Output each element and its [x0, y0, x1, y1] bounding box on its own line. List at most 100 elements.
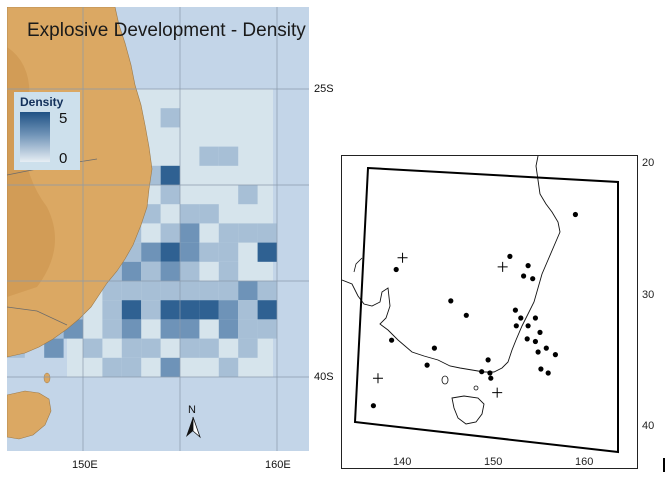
cyclone-point	[518, 315, 524, 321]
density-map-canvas: N	[7, 7, 309, 451]
density-cell	[180, 338, 200, 358]
density-cell	[199, 281, 219, 301]
density-cell	[141, 261, 161, 281]
cyclone-point	[512, 307, 518, 313]
density-cell	[238, 281, 258, 301]
cyclone-point	[479, 369, 485, 375]
cross-markers	[372, 252, 508, 398]
density-cell	[180, 204, 200, 224]
cyclone-point	[393, 266, 399, 273]
density-cell	[121, 338, 142, 358]
density-cell	[257, 300, 277, 320]
density-cell	[180, 261, 200, 281]
cyclone-point	[431, 345, 437, 351]
density-cell	[160, 357, 180, 377]
density-cell	[199, 300, 219, 320]
lat-label-30: 30	[642, 289, 655, 301]
density-cell	[121, 300, 142, 320]
density-cell	[238, 300, 258, 320]
density-cell	[160, 108, 180, 128]
cyclone-point	[552, 352, 558, 358]
map-title: Explosive Development - Density	[27, 20, 306, 41]
density-cell	[180, 300, 200, 320]
lat-label-40s: 40S	[314, 371, 334, 383]
density-cell	[218, 281, 239, 301]
lon-label-150e: 150E	[72, 459, 98, 471]
island	[441, 375, 449, 385]
lat-label-40: 40	[642, 420, 655, 432]
cross-marker	[372, 373, 383, 384]
cyclone-point	[537, 329, 543, 335]
tasmania-land	[7, 390, 52, 440]
cyclone-point	[525, 263, 531, 269]
density-cell	[102, 319, 122, 339]
density-legend: Density 5 0	[14, 92, 80, 170]
lon-label-140: 140	[393, 456, 412, 468]
density-cell	[199, 204, 219, 224]
cyclone-point	[530, 276, 536, 282]
lon-label-160: 160	[575, 456, 594, 468]
density-cell	[218, 261, 239, 281]
density-cell	[218, 300, 239, 320]
density-cell	[199, 338, 219, 358]
density-cell	[238, 319, 258, 339]
density-cell	[121, 357, 142, 377]
cyclone-point	[538, 366, 544, 372]
density-cell	[218, 319, 239, 339]
density-cell	[160, 319, 180, 339]
density-cell	[83, 338, 103, 358]
lon-label-150: 150	[484, 456, 503, 468]
density-map-panel: N Explosive Development - Density Densit…	[7, 7, 309, 451]
density-cell	[160, 185, 180, 205]
cyclone-point	[370, 403, 376, 409]
density-cell	[160, 223, 180, 243]
density-cell	[218, 223, 239, 243]
density-cell	[180, 242, 200, 262]
density-cell	[102, 300, 122, 320]
edge-mark	[663, 458, 665, 472]
density-cell	[199, 146, 219, 166]
density-cell	[257, 281, 277, 301]
cyclone-point	[535, 349, 541, 355]
legend-title: Density	[20, 95, 64, 109]
cross-marker	[397, 252, 408, 263]
cyclone-point	[543, 345, 549, 351]
density-cell	[218, 146, 239, 166]
density-cell	[199, 242, 219, 262]
cyclone-point	[448, 298, 454, 304]
north-arrow-icon: N	[186, 404, 201, 439]
cyclone-point	[525, 323, 531, 329]
density-cell	[44, 338, 64, 358]
density-cell	[180, 223, 200, 243]
density-cell	[238, 338, 258, 358]
tasmania-outline	[451, 395, 485, 425]
cross-marker	[492, 387, 503, 398]
density-cell	[238, 185, 258, 205]
density-cell	[180, 281, 200, 301]
cyclone-point	[389, 337, 395, 343]
lat-label-25s: 25S	[314, 83, 334, 95]
legend-color-ramp	[20, 112, 50, 162]
cyclone-point	[513, 323, 519, 329]
density-cell	[141, 242, 161, 262]
density-cell	[102, 281, 122, 301]
lat-label-20: 20	[642, 157, 655, 169]
density-cell	[238, 223, 258, 243]
cyclone-point	[572, 211, 578, 218]
cyclone-point	[488, 375, 494, 381]
legend-min-label: 0	[59, 150, 68, 167]
cyclone-point	[463, 312, 469, 318]
graticule	[7, 7, 309, 451]
density-cell	[180, 319, 200, 339]
density-cell	[218, 242, 239, 262]
density-cell	[121, 281, 142, 301]
density-cell	[102, 357, 122, 377]
cyclone-points	[370, 211, 578, 409]
density-cell	[160, 165, 180, 185]
cyclone-point	[532, 315, 538, 321]
island	[473, 385, 479, 391]
lon-label-160e: 160E	[265, 459, 291, 471]
density-cell	[141, 300, 161, 320]
density-cell	[141, 338, 161, 358]
north-arrow-label: N	[188, 404, 196, 416]
